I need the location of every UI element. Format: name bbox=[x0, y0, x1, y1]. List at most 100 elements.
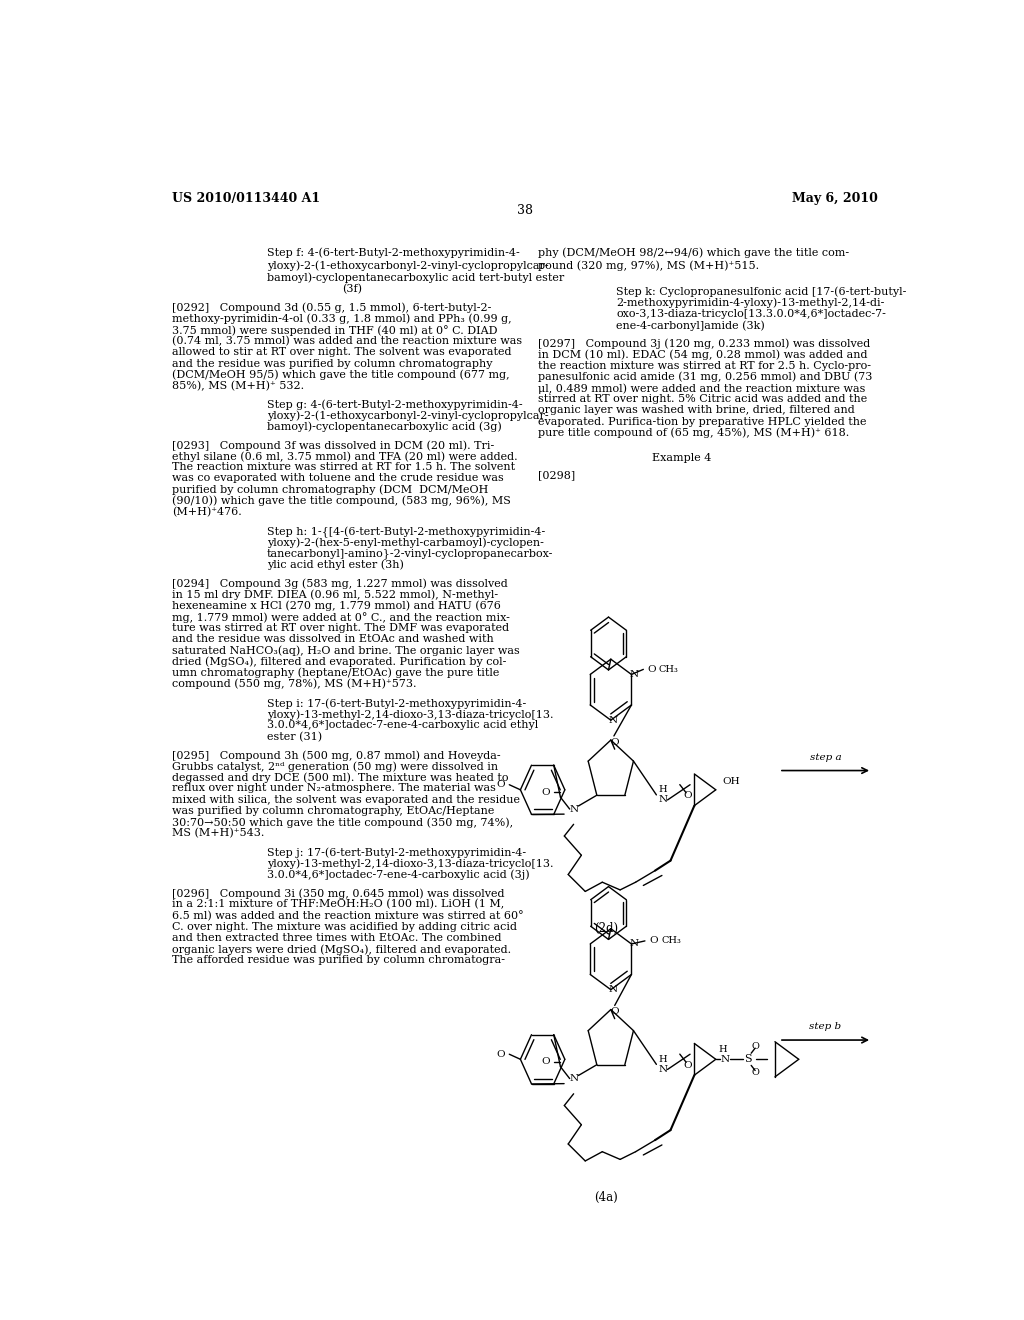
Text: 3.0.0*4,6*]octadec-7-ene-4-carboxylic acid ethyl: 3.0.0*4,6*]octadec-7-ene-4-carboxylic ac… bbox=[267, 721, 539, 730]
Text: O: O bbox=[647, 665, 655, 675]
Text: and then extracted three times with EtOAc. The combined: and then extracted three times with EtOA… bbox=[172, 933, 501, 942]
Text: organic layer was washed with brine, dried, filtered and: organic layer was washed with brine, dri… bbox=[539, 405, 855, 416]
Text: (4a): (4a) bbox=[594, 1192, 618, 1204]
Text: ylic acid ethyl ester (3h): ylic acid ethyl ester (3h) bbox=[267, 560, 403, 570]
Text: pound (320 mg, 97%), MS (M+H)⁺515.: pound (320 mg, 97%), MS (M+H)⁺515. bbox=[539, 260, 760, 271]
Text: in a 2:1:1 mixture of THF:MeOH:H₂O (100 ml). LiOH (1 M,: in a 2:1:1 mixture of THF:MeOH:H₂O (100 … bbox=[172, 899, 504, 909]
Text: ene-4-carbonyl]amide (3k): ene-4-carbonyl]amide (3k) bbox=[616, 319, 765, 330]
Text: stirred at RT over night. 5% Citric acid was added and the: stirred at RT over night. 5% Citric acid… bbox=[539, 395, 867, 404]
Text: [0294]   Compound 3g (583 mg, 1.227 mmol) was dissolved: [0294] Compound 3g (583 mg, 1.227 mmol) … bbox=[172, 578, 508, 589]
Text: umn chromatography (heptane/EtOAc) gave the pure title: umn chromatography (heptane/EtOAc) gave … bbox=[172, 668, 499, 678]
Text: O: O bbox=[497, 780, 505, 789]
Text: (3f): (3f) bbox=[342, 284, 362, 294]
Text: N: N bbox=[569, 1074, 579, 1082]
Text: μl, 0.489 mmol) were added and the reaction mixture was: μl, 0.489 mmol) were added and the react… bbox=[539, 383, 865, 393]
Text: 38: 38 bbox=[517, 205, 532, 216]
Text: N: N bbox=[630, 671, 638, 678]
Text: O: O bbox=[542, 1057, 551, 1067]
Text: May 6, 2010: May 6, 2010 bbox=[793, 191, 878, 205]
Text: O: O bbox=[497, 1049, 505, 1059]
Text: and the residue was purified by column chromatography: and the residue was purified by column c… bbox=[172, 359, 493, 368]
Text: C. over night. The mixture was acidified by adding citric acid: C. over night. The mixture was acidified… bbox=[172, 921, 517, 932]
Text: 30:70→50:50 which gave the title compound (350 mg, 74%),: 30:70→50:50 which gave the title compoun… bbox=[172, 817, 513, 828]
Text: O: O bbox=[752, 1041, 760, 1051]
Text: mg, 1.779 mmol) were added at 0° C., and the reaction mix-: mg, 1.779 mmol) were added at 0° C., and… bbox=[172, 611, 510, 623]
Text: CH₃: CH₃ bbox=[662, 936, 681, 945]
Text: MS (M+H)⁺543.: MS (M+H)⁺543. bbox=[172, 828, 264, 838]
Text: mixed with silica, the solvent was evaporated and the residue: mixed with silica, the solvent was evapo… bbox=[172, 795, 519, 805]
Text: tanecarbonyl]-amino}-2-vinyl-cyclopropanecarbox-: tanecarbonyl]-amino}-2-vinyl-cyclopropan… bbox=[267, 549, 553, 560]
Text: O: O bbox=[610, 738, 620, 747]
Text: (2d): (2d) bbox=[594, 921, 618, 935]
Text: yloxy)-2-(1-ethoxycarbonyl-2-vinyl-cyclopropylcar-: yloxy)-2-(1-ethoxycarbonyl-2-vinyl-cyclo… bbox=[267, 260, 549, 271]
Text: 3.0.0*4,6*]octadec-7-ene-4-carboxylic acid (3j): 3.0.0*4,6*]octadec-7-ene-4-carboxylic ac… bbox=[267, 870, 529, 880]
Text: Step j: 17-(6-tert-Butyl-2-methoxypyrimidin-4-: Step j: 17-(6-tert-Butyl-2-methoxypyrimi… bbox=[267, 847, 526, 858]
Text: yloxy)-13-methyl-2,14-dioxo-3,13-diaza-tricyclo[13.: yloxy)-13-methyl-2,14-dioxo-3,13-diaza-t… bbox=[267, 859, 553, 870]
Text: panesulfonic acid amide (31 mg, 0.256 mmol) and DBU (73: panesulfonic acid amide (31 mg, 0.256 mm… bbox=[539, 372, 872, 383]
Text: N: N bbox=[569, 805, 579, 813]
Text: (DCM/MeOH 95/5) which gave the title compound (677 mg,: (DCM/MeOH 95/5) which gave the title com… bbox=[172, 370, 509, 380]
Text: 2-methoxypyrimidin-4-yloxy)-13-methyl-2,14-di-: 2-methoxypyrimidin-4-yloxy)-13-methyl-2,… bbox=[616, 297, 885, 308]
Text: N: N bbox=[720, 1055, 729, 1064]
Text: pure title compound of (65 mg, 45%), MS (M+H)⁺ 618.: pure title compound of (65 mg, 45%), MS … bbox=[539, 428, 850, 438]
Text: bamoyl)-cyclopentanecarboxylic acid tert-butyl ester: bamoyl)-cyclopentanecarboxylic acid tert… bbox=[267, 272, 564, 282]
Text: compound (550 mg, 78%), MS (M+H)⁺573.: compound (550 mg, 78%), MS (M+H)⁺573. bbox=[172, 678, 416, 689]
Text: Step f: 4-(6-tert-Butyl-2-methoxypyrimidin-4-: Step f: 4-(6-tert-Butyl-2-methoxypyrimid… bbox=[267, 248, 519, 259]
Text: US 2010/0113440 A1: US 2010/0113440 A1 bbox=[172, 191, 319, 205]
Text: methoxy-pyrimidin-4-ol (0.33 g, 1.8 mmol) and PPh₃ (0.99 g,: methoxy-pyrimidin-4-ol (0.33 g, 1.8 mmol… bbox=[172, 314, 511, 325]
Text: step a: step a bbox=[810, 752, 842, 762]
Text: yloxy)-2-(1-ethoxycarbonyl-2-vinyl-cyclopropylcar-: yloxy)-2-(1-ethoxycarbonyl-2-vinyl-cyclo… bbox=[267, 411, 549, 421]
Text: hexeneamine x HCl (270 mg, 1.779 mmol) and HATU (676: hexeneamine x HCl (270 mg, 1.779 mmol) a… bbox=[172, 601, 501, 611]
Text: O: O bbox=[752, 1068, 760, 1077]
Text: Example 4: Example 4 bbox=[652, 453, 711, 463]
Text: step b: step b bbox=[809, 1022, 842, 1031]
Text: Step k: Cyclopropanesulfonic acid [17-(6-tert-butyl-: Step k: Cyclopropanesulfonic acid [17-(6… bbox=[616, 286, 906, 297]
Text: O: O bbox=[649, 936, 658, 945]
Text: ethyl silane (0.6 ml, 3.75 mmol) and TFA (20 ml) were added.: ethyl silane (0.6 ml, 3.75 mmol) and TFA… bbox=[172, 451, 517, 462]
Text: ester (31): ester (31) bbox=[267, 731, 322, 742]
Text: [0295]   Compound 3h (500 mg, 0.87 mmol) and Hoveyda-: [0295] Compound 3h (500 mg, 0.87 mmol) a… bbox=[172, 750, 501, 760]
Text: oxo-3,13-diaza-tricyclo[13.3.0.0*4,6*]octadec-7-: oxo-3,13-diaza-tricyclo[13.3.0.0*4,6*]oc… bbox=[616, 309, 886, 319]
Text: [0298]: [0298] bbox=[539, 470, 575, 480]
Text: reflux over night under N₂-atmosphere. The material was: reflux over night under N₂-atmosphere. T… bbox=[172, 784, 496, 793]
Text: evaporated. Purifica-tion by preparative HPLC yielded the: evaporated. Purifica-tion by preparative… bbox=[539, 417, 866, 426]
Text: dried (MgSO₄), filtered and evaporated. Purification by col-: dried (MgSO₄), filtered and evaporated. … bbox=[172, 656, 506, 667]
Text: phy (DCM/MeOH 98/2↔94/6) which gave the title com-: phy (DCM/MeOH 98/2↔94/6) which gave the … bbox=[539, 248, 850, 259]
Text: organic layers were dried (MgSO₄), filtered and evaporated.: organic layers were dried (MgSO₄), filte… bbox=[172, 944, 511, 954]
Text: was co evaporated with toluene and the crude residue was: was co evaporated with toluene and the c… bbox=[172, 474, 504, 483]
Text: 3.75 mmol) were suspended in THF (40 ml) at 0° C. DIAD: 3.75 mmol) were suspended in THF (40 ml)… bbox=[172, 325, 497, 337]
Text: The reaction mixture was stirred at RT for 1.5 h. The solvent: The reaction mixture was stirred at RT f… bbox=[172, 462, 515, 473]
Text: OH: OH bbox=[723, 777, 740, 787]
Text: saturated NaHCO₃(aq), H₂O and brine. The organic layer was: saturated NaHCO₃(aq), H₂O and brine. The… bbox=[172, 645, 519, 656]
Text: yloxy)-13-methyl-2,14-dioxo-3,13-diaza-tricyclo[13.: yloxy)-13-methyl-2,14-dioxo-3,13-diaza-t… bbox=[267, 709, 553, 719]
Text: O: O bbox=[610, 1007, 620, 1016]
Text: N: N bbox=[658, 796, 668, 804]
Text: N: N bbox=[608, 715, 617, 725]
Text: [0292]   Compound 3d (0.55 g, 1.5 mmol), 6-tert-butyl-2-: [0292] Compound 3d (0.55 g, 1.5 mmol), 6… bbox=[172, 302, 492, 313]
Text: in 15 ml dry DMF. DIEA (0.96 ml, 5.522 mmol), N-methyl-: in 15 ml dry DMF. DIEA (0.96 ml, 5.522 m… bbox=[172, 589, 498, 599]
Text: Grubbs catalyst, 2ⁿᵈ generation (50 mg) were dissolved in: Grubbs catalyst, 2ⁿᵈ generation (50 mg) … bbox=[172, 762, 498, 772]
Text: H: H bbox=[658, 1055, 667, 1064]
Text: allowed to stir at RT over night. The solvent was evaporated: allowed to stir at RT over night. The so… bbox=[172, 347, 511, 358]
Text: bamoyl)-cyclopentanecarboxylic acid (3g): bamoyl)-cyclopentanecarboxylic acid (3g) bbox=[267, 421, 502, 432]
Text: N: N bbox=[630, 940, 638, 949]
Text: H: H bbox=[658, 785, 667, 795]
Text: S: S bbox=[744, 1055, 752, 1064]
Text: (0.74 ml, 3.75 mmol) was added and the reaction mixture was: (0.74 ml, 3.75 mmol) was added and the r… bbox=[172, 337, 522, 347]
Text: Step g: 4-(6-tert-Butyl-2-methoxypyrimidin-4-: Step g: 4-(6-tert-Butyl-2-methoxypyrimid… bbox=[267, 399, 522, 409]
Text: yloxy)-2-(hex-5-enyl-methyl-carbamoyl)-cyclopen-: yloxy)-2-(hex-5-enyl-methyl-carbamoyl)-c… bbox=[267, 537, 544, 548]
Text: O: O bbox=[683, 1061, 692, 1069]
Text: Step i: 17-(6-tert-Butyl-2-methoxypyrimidin-4-: Step i: 17-(6-tert-Butyl-2-methoxypyrimi… bbox=[267, 698, 526, 709]
Text: 85%), MS (M+H)⁺ 532.: 85%), MS (M+H)⁺ 532. bbox=[172, 381, 304, 391]
Text: Step h: 1-{[4-(6-tert-Butyl-2-methoxypyrimidin-4-: Step h: 1-{[4-(6-tert-Butyl-2-methoxypyr… bbox=[267, 527, 545, 537]
Text: O: O bbox=[683, 791, 692, 800]
Text: The afforded residue was purified by column chromatogra-: The afforded residue was purified by col… bbox=[172, 956, 505, 965]
Text: 6.5 ml) was added and the reaction mixture was stirred at 60°: 6.5 ml) was added and the reaction mixtu… bbox=[172, 911, 523, 921]
Text: O: O bbox=[542, 788, 551, 796]
Text: and the residue was dissolved in EtOAc and washed with: and the residue was dissolved in EtOAc a… bbox=[172, 634, 494, 644]
Text: was purified by column chromatography, EtOAc/Heptane: was purified by column chromatography, E… bbox=[172, 805, 494, 816]
Text: in DCM (10 ml). EDAC (54 mg, 0.28 mmol) was added and: in DCM (10 ml). EDAC (54 mg, 0.28 mmol) … bbox=[539, 350, 867, 360]
Text: [0296]   Compound 3i (350 mg, 0.645 mmol) was dissolved: [0296] Compound 3i (350 mg, 0.645 mmol) … bbox=[172, 888, 504, 899]
Text: [0297]   Compound 3j (120 mg, 0.233 mmol) was dissolved: [0297] Compound 3j (120 mg, 0.233 mmol) … bbox=[539, 338, 870, 348]
Text: CH₃: CH₃ bbox=[658, 665, 679, 675]
